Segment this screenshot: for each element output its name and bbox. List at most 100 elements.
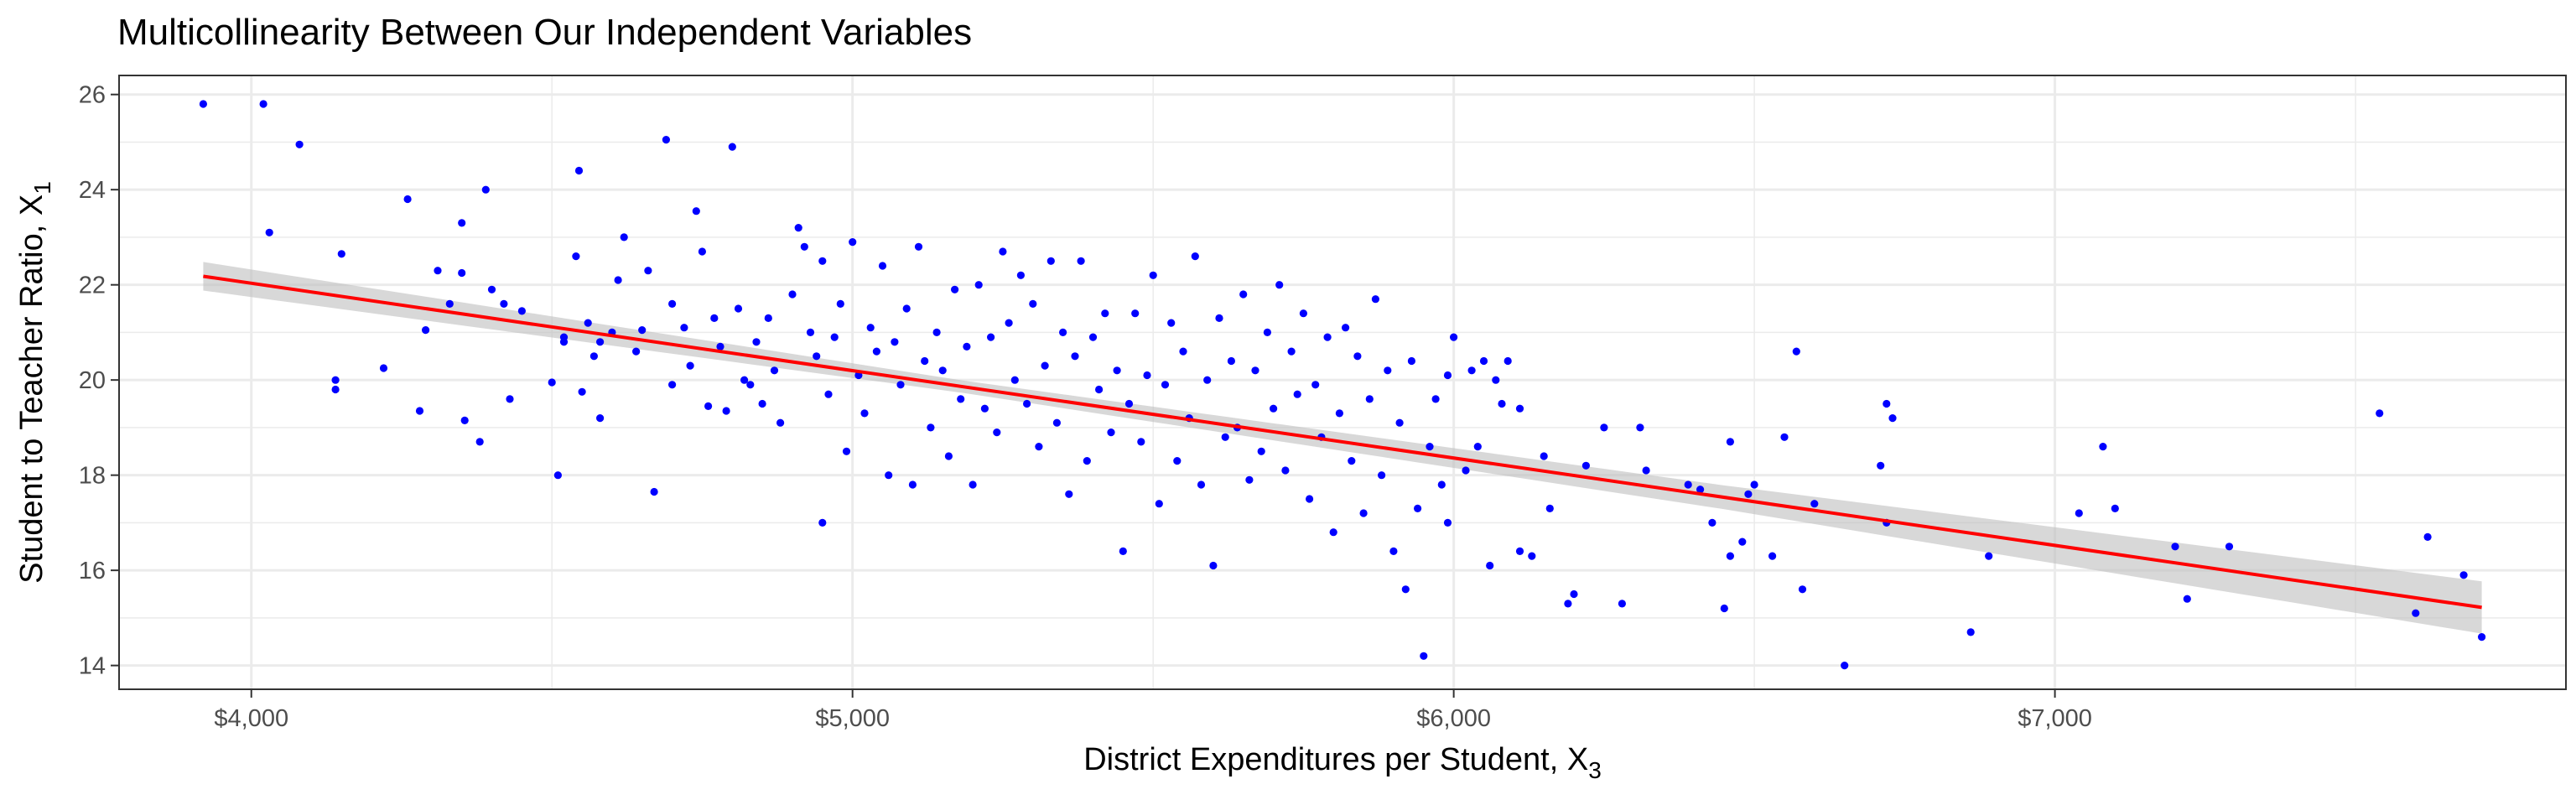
data-point: [578, 387, 586, 396]
data-point: [2423, 532, 2432, 542]
data-point: [1570, 589, 1578, 599]
data-point: [596, 414, 605, 423]
data-point: [1780, 433, 1789, 441]
data-point: [2183, 595, 2191, 603]
data-point: [2099, 443, 2107, 451]
y-tick-label: 26: [79, 82, 106, 109]
grid: [119, 75, 2566, 689]
data-point: [836, 299, 844, 308]
data-point: [872, 347, 880, 356]
data-point: [1720, 604, 1728, 613]
data-point: [1545, 504, 1554, 513]
data-point: [1384, 366, 1392, 375]
data-point: [698, 247, 707, 256]
y-tick-label: 22: [79, 273, 106, 299]
data-point: [1197, 480, 1206, 489]
data-point: [1209, 561, 1218, 570]
data-point: [638, 326, 647, 335]
data-point: [1052, 418, 1061, 427]
data-point: [589, 352, 599, 361]
data-point: [788, 290, 797, 299]
data-point: [999, 247, 1007, 256]
data-point: [1528, 552, 1536, 560]
data-point: [1161, 381, 1170, 389]
data-point: [1431, 395, 1440, 403]
data-point: [199, 100, 207, 108]
y-tick-label: 18: [79, 463, 106, 490]
data-point: [806, 328, 815, 336]
data-point: [1179, 347, 1187, 356]
data-point: [574, 166, 584, 175]
data-point: [849, 238, 857, 247]
data-point: [1365, 395, 1374, 403]
data-point: [1883, 399, 1891, 408]
data-point: [914, 242, 923, 251]
data-point: [980, 404, 989, 413]
data-point: [1119, 547, 1127, 556]
data-point: [1750, 480, 1758, 489]
data-point: [517, 307, 527, 315]
data-point: [680, 324, 688, 332]
data-point: [1966, 628, 1975, 636]
data-point: [1124, 399, 1134, 408]
data-point: [1473, 443, 1482, 451]
data-point: [891, 338, 899, 346]
x-axis-title-main: District Expenditures per Student, X: [1083, 742, 1588, 777]
data-point: [265, 228, 273, 236]
data-point: [1395, 418, 1404, 427]
data-point: [722, 407, 730, 415]
data-point: [1005, 319, 1013, 327]
data-point: [500, 299, 508, 308]
data-point: [1101, 309, 1109, 318]
y-tick-label: 14: [79, 653, 106, 680]
data-point: [1888, 414, 1897, 423]
data-point: [1306, 495, 1314, 503]
data-point: [331, 385, 340, 394]
data-point: [974, 281, 983, 289]
data-point: [734, 304, 743, 313]
data-point: [1299, 309, 1307, 318]
data-point: [969, 480, 977, 489]
data-point: [1275, 281, 1284, 289]
data-point: [692, 207, 700, 216]
data-point: [2171, 543, 2179, 551]
data-point: [1113, 366, 1121, 375]
data-point: [1492, 376, 1500, 384]
data-point: [1642, 466, 1650, 475]
data-point: [716, 342, 724, 351]
data-point: [403, 195, 412, 204]
data-point: [908, 480, 917, 489]
x-axis-ticks: $4,000 $5,000 $6,000 $7,000: [214, 689, 2092, 732]
data-point: [668, 381, 677, 389]
data-point: [572, 252, 580, 261]
data-point: [379, 364, 388, 372]
data-point: [752, 338, 761, 346]
data-point: [1581, 461, 1590, 470]
data-point: [1257, 447, 1265, 455]
data-point: [1738, 538, 1747, 546]
data-point: [487, 285, 496, 293]
data-point: [921, 356, 929, 366]
data-point: [740, 376, 749, 384]
data-point: [1107, 428, 1115, 437]
data-point: [1239, 290, 1248, 299]
x-tick-label: $5,000: [815, 705, 890, 732]
data-point: [1515, 547, 1524, 556]
data-point: [1293, 390, 1301, 398]
data-point: [1203, 376, 1212, 384]
data-point: [644, 267, 652, 275]
data-point: [932, 328, 941, 336]
data-point: [1414, 504, 1422, 513]
data-point: [993, 428, 1001, 437]
data-point: [1329, 528, 1337, 537]
data-point: [1768, 552, 1777, 560]
data-point: [1708, 518, 1716, 527]
data-point: [758, 399, 766, 408]
data-point: [1726, 438, 1734, 446]
data-point: [764, 314, 772, 322]
data-point: [728, 143, 736, 151]
data-point: [553, 471, 563, 480]
data-point: [1191, 252, 1199, 261]
data-point: [830, 333, 839, 341]
